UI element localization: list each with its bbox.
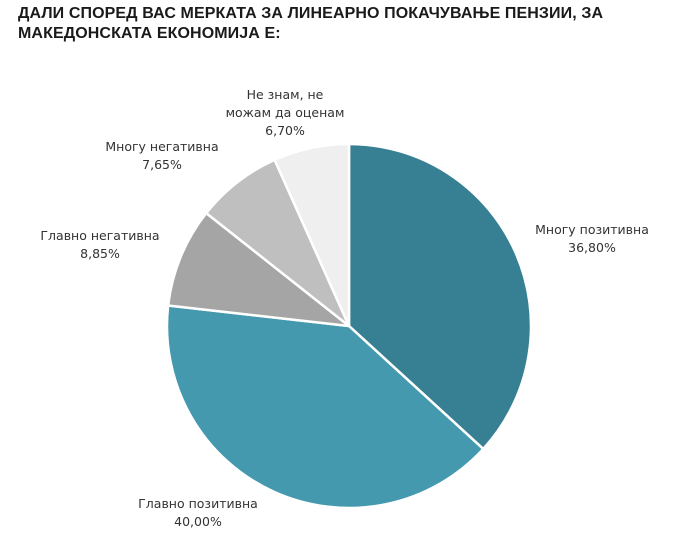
- slice-category-label: Не знам, не: [247, 87, 324, 102]
- slice-label: Многу позитивна 36,80%: [535, 222, 649, 255]
- slice-category-label: можам да оценам: [226, 105, 345, 120]
- slice-value-label: 8,85%: [80, 246, 120, 261]
- slice-category-label: Многу позитивна: [535, 222, 649, 237]
- slice-value-label: 40,00%: [174, 514, 222, 529]
- slice-value-label: 7,65%: [142, 157, 182, 172]
- pie-slice: [166, 211, 351, 328]
- slice-category-label: Главно негативна: [40, 228, 159, 243]
- slice-value-label: 6,70%: [265, 123, 305, 138]
- slice-label: Многу негативна 7,65%: [105, 139, 218, 172]
- chart-title: ДАЛИ СПОРЕД ВАС МЕРКАТА ЗА ЛИНЕАРНО ПОКА…: [18, 5, 604, 42]
- slice-category-label: Многу негативна: [105, 139, 218, 154]
- slice-value-label: 36,80%: [568, 240, 616, 255]
- slice-category-label: Главно позитивна: [138, 496, 258, 511]
- slice-label: Главно негативна 8,85%: [40, 228, 159, 261]
- pie-slice: [165, 304, 485, 510]
- slice-label: Не знам, не можам да оценам 6,70%: [226, 87, 345, 138]
- pie-slice: [347, 142, 533, 451]
- pie-slice: [273, 142, 351, 328]
- slice-label: Главно позитивна 40,00%: [138, 496, 258, 529]
